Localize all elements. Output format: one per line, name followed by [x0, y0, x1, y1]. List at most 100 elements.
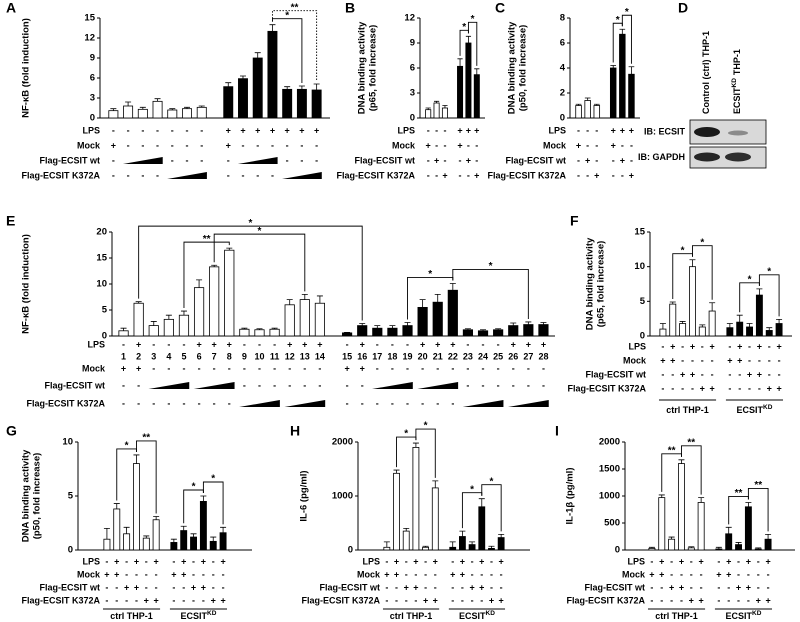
- bar: [593, 105, 601, 119]
- error-bar: [575, 103, 582, 106]
- row-cell: -: [405, 595, 408, 605]
- y-tick-label: 10: [634, 261, 645, 272]
- bar: [196, 106, 207, 119]
- row-label: Flag-ECSIT wt: [320, 582, 381, 592]
- y-tick-label: 15: [96, 253, 107, 264]
- row-label: Flag-ECSIT wt: [40, 155, 101, 165]
- row-cell: +: [474, 125, 479, 135]
- row-cell: -: [395, 595, 398, 605]
- significance-label: *: [404, 429, 408, 440]
- row-cell: -: [167, 398, 170, 408]
- row-cell: -: [577, 155, 580, 165]
- row-cell: +: [765, 556, 770, 566]
- row-cell: +: [737, 355, 742, 365]
- significance-label: *: [258, 226, 262, 237]
- significance-label: *: [125, 441, 129, 452]
- row-cell: +: [746, 582, 751, 592]
- row-cell: -: [471, 556, 474, 566]
- bar: [254, 329, 265, 337]
- dose-wedge: [282, 172, 322, 179]
- row-cell: +: [450, 339, 455, 349]
- row-cell: -: [711, 369, 714, 379]
- x-tick-label: 16: [357, 351, 367, 361]
- row-cell: +: [211, 595, 216, 605]
- y-tick-label: 0: [560, 113, 565, 124]
- row-cell: -: [586, 140, 589, 150]
- row-cell: +: [302, 339, 307, 349]
- row-cell: +: [114, 569, 119, 579]
- row-cell: -: [414, 595, 417, 605]
- bar: [508, 325, 519, 337]
- error-bar: [610, 65, 617, 68]
- label-text: ECSIT: [732, 87, 742, 114]
- row-cell: -: [405, 556, 408, 566]
- bar: [342, 332, 353, 337]
- error-bar: [153, 516, 160, 520]
- row-label: Flag-ECSIT wt: [45, 380, 106, 390]
- significance-bracket: [621, 14, 632, 64]
- row-cell: -: [125, 569, 128, 579]
- x-tick-label: 15: [342, 351, 352, 361]
- bar: [459, 536, 466, 551]
- row-cell: -: [152, 363, 155, 373]
- row-cell: +: [710, 341, 715, 351]
- y-tick-label: 9: [410, 38, 415, 49]
- error-bar: [474, 68, 480, 75]
- row-cell: -: [156, 170, 159, 180]
- significance-label: *: [489, 261, 493, 272]
- error-bar: [736, 314, 743, 323]
- row-cell: -: [112, 125, 115, 135]
- label-text: ctrl THP-1: [655, 611, 698, 621]
- x-tick-label: 21: [433, 351, 443, 361]
- row-cell: +: [679, 556, 684, 566]
- x-tick-label: 17: [372, 351, 382, 361]
- y-tick-label: 3: [410, 88, 415, 99]
- row-cell: -: [700, 582, 703, 592]
- error-bar: [139, 106, 146, 110]
- row-cell: -: [182, 595, 185, 605]
- bar: [708, 310, 716, 337]
- x-tick-label: 9: [242, 351, 247, 361]
- row-cell: -: [271, 170, 274, 180]
- label-text: ctrl THP-1: [110, 611, 153, 621]
- error-bar: [254, 52, 261, 58]
- significance-bracket: [452, 269, 529, 319]
- row-cell: -: [595, 140, 598, 150]
- error-bar: [286, 299, 293, 305]
- row-cell: -: [701, 355, 704, 365]
- row-cell: -: [738, 383, 741, 393]
- row-cell: -: [660, 582, 663, 592]
- dose-wedge: [372, 382, 413, 389]
- row-label: LPS: [82, 125, 100, 135]
- significance-label: *: [285, 10, 289, 21]
- lane-label: Control (ctrl) THP-1: [701, 31, 711, 114]
- error-bar: [726, 323, 733, 328]
- error-bar: [125, 101, 132, 106]
- bar: [432, 301, 443, 337]
- error-bar: [498, 533, 505, 538]
- row-cell: -: [727, 582, 730, 592]
- bar: [764, 538, 772, 551]
- row-cell: -: [778, 369, 781, 379]
- label-text: ECSIT: [726, 611, 753, 621]
- group-label: ECSITKD: [459, 610, 495, 622]
- row-cell: -: [466, 339, 469, 349]
- row-cell: -: [200, 155, 203, 165]
- significance-label: *: [748, 274, 752, 285]
- row-cell: -: [512, 380, 515, 390]
- row-cell: -: [346, 398, 349, 408]
- error-bar: [184, 106, 191, 109]
- row-cell: -: [738, 369, 741, 379]
- y-tick-label: 3: [90, 93, 95, 104]
- row-cell: +: [757, 369, 762, 379]
- error-bar: [510, 322, 517, 326]
- x-tick-label: 14: [315, 351, 325, 361]
- error-bar: [449, 541, 456, 548]
- row-label: Mock: [543, 140, 567, 150]
- row-cell: +: [499, 595, 504, 605]
- row-cell: -: [490, 556, 493, 566]
- row-cell: +: [469, 582, 474, 592]
- label-text: ECSIT: [737, 405, 764, 415]
- bar: [658, 497, 666, 551]
- row-cell: +: [669, 582, 674, 592]
